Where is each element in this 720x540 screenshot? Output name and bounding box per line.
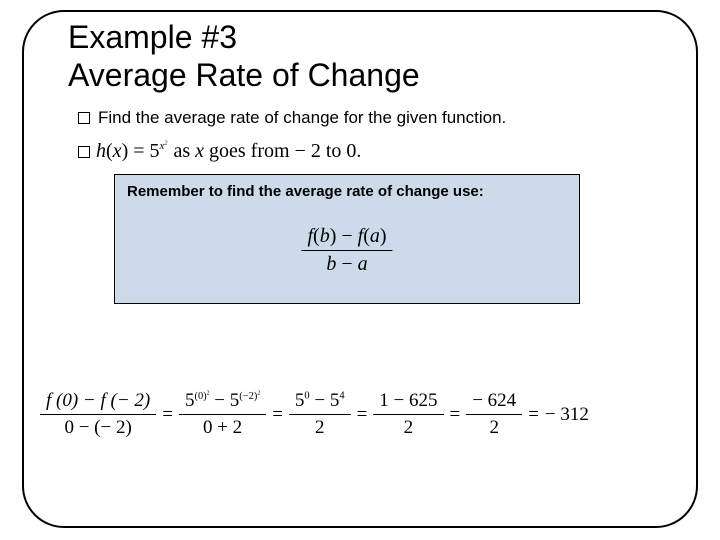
remember-text: Remember to find the average rate of cha… [127, 183, 484, 200]
bullet-find: Find the average rate of change for the … [78, 108, 506, 128]
equals-icon: = [522, 404, 545, 426]
bullet-function: h(x) = 5x2 as x goes from − 2 to 0. [78, 140, 361, 163]
function-tail: as x goes from − 2 to 0. [173, 140, 361, 163]
bullet-box-icon [78, 146, 90, 158]
work-step3: 1 − 625 2 [373, 390, 443, 439]
bullet-find-text: Find the average rate of change for the … [98, 108, 506, 128]
work-step4: − 624 2 [466, 390, 522, 439]
equals-icon: = [351, 404, 374, 426]
equals-icon: = [266, 404, 289, 426]
remember-callout: Remember to find the average rate of cha… [114, 174, 580, 304]
slide: Example #3 Average Rate of Change Find t… [0, 0, 720, 540]
title-line-1: Example #3 [68, 19, 237, 55]
work-step1: 5(0)2 − 5(−2)2 0 + 2 [179, 390, 266, 439]
slide-title: Example #3 Average Rate of Change [68, 18, 420, 95]
equals-icon: = [444, 404, 467, 426]
title-line-2: Average Rate of Change [68, 57, 420, 93]
bullet-box-icon [78, 112, 90, 124]
work-step2: 50 − 54 2 [289, 390, 351, 439]
work-result: − 312 [545, 404, 589, 426]
equals-icon: = [156, 404, 179, 426]
work-lhs: f (0) − f (− 2) 0 − (− 2) [40, 390, 156, 439]
avg-rate-formula: f(b) − f(a) b − a [301, 225, 392, 276]
worked-equation: f (0) − f (− 2) 0 − (− 2) = 5(0)2 − 5(−2… [40, 390, 589, 439]
function-expr: h(x) = 5x2 [96, 140, 167, 163]
